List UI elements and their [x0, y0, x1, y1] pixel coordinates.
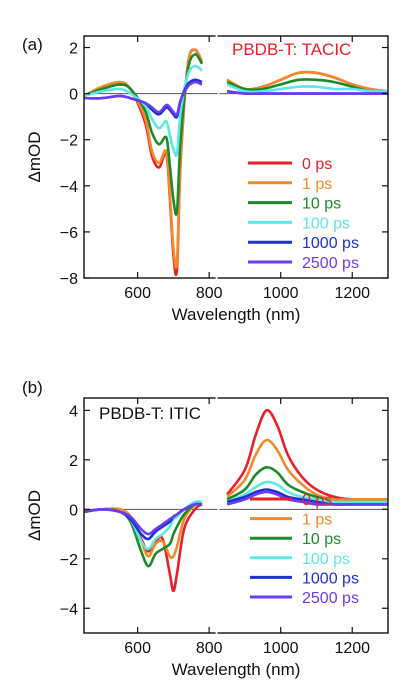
chart-title: PBDB-T: ITIC [99, 404, 201, 423]
x-axis-label: Wavelength (nm) [172, 305, 301, 324]
y-tick-label: 2 [69, 453, 78, 470]
series-line-2500-ps [84, 80, 203, 117]
legend-label: 1000 ps [302, 570, 359, 587]
legend-label: 100 ps [302, 215, 350, 232]
x-tick-label: 600 [124, 285, 151, 302]
x-axis-label: Wavelength (nm) [172, 660, 301, 679]
legend: 0 ps 1 ps 10 ps 100 ps 1000 ps 2500 ps [248, 156, 359, 272]
series-line-1-ps [84, 48, 204, 269]
x-tick-label: 800 [196, 285, 223, 302]
y-tick-label: −4 [60, 179, 78, 196]
legend-label: 10 ps [302, 196, 341, 213]
series-line-2500-ps [226, 490, 388, 506]
x-tick-label: 1200 [334, 640, 370, 657]
axis-break [215, 275, 218, 281]
axis-break [215, 395, 218, 401]
legend-label: 2500 ps [302, 255, 359, 272]
series-line-1-ps [84, 500, 203, 560]
axis-break [215, 33, 218, 39]
axis-break [215, 630, 218, 636]
x-tick-label: 800 [196, 640, 223, 657]
legend-label: 0 ps [302, 156, 332, 173]
series-line-1-ps [226, 438, 388, 502]
panel-b: 600 800 1000 1200 −4 −2 0 2 4 Wavelength (nm) ΔmOD… [22, 378, 389, 679]
panel-label: (a) [22, 35, 43, 54]
legend-label: 1 ps [302, 176, 332, 193]
panel-label: (b) [22, 378, 43, 397]
legend-label: 1 ps [302, 512, 332, 529]
x-tick-label: 1000 [263, 285, 299, 302]
series-group [84, 48, 388, 277]
x-tick-label: 1200 [334, 285, 370, 302]
legend-label: 0 ps [302, 492, 332, 509]
x-tick-label: 600 [124, 640, 151, 657]
chart-title: PBDB-T: TACIC [232, 40, 351, 59]
series-line-0-ps [226, 408, 388, 501]
panel-a: 600 800 1000 1200 −8 −6 −4 −2 0 2 Wavelength (nm) Δ… [22, 33, 389, 324]
legend-label: 100 ps [302, 551, 350, 568]
y-tick-label: −2 [60, 133, 78, 150]
series-line-100-ps [226, 83, 388, 94]
series-line-2500-ps [226, 90, 388, 96]
legend: 0 ps 1 ps 10 ps 100 ps 1000 ps 2500 ps [250, 492, 359, 607]
plot-frame [83, 397, 389, 634]
y-tick-label: −4 [60, 601, 78, 618]
series-line-100-ps [226, 480, 388, 504]
y-axis-label: ΔmOD [25, 131, 44, 182]
plot-frame [83, 35, 389, 279]
y-tick-label: 2 [69, 41, 78, 58]
series-line-2500-ps [84, 502, 203, 536]
y-tick-label: 0 [69, 502, 78, 519]
y-tick-label: −2 [60, 552, 78, 569]
legend-label: 2500 ps [302, 590, 359, 607]
series-line-10-ps [84, 53, 204, 216]
y-axis-label: ΔmOD [25, 490, 44, 541]
legend-label: 10 ps [302, 531, 341, 548]
series-line-100-ps [84, 64, 203, 158]
y-tick-label: −8 [60, 271, 78, 288]
y-tick-label: 0 [69, 87, 78, 104]
y-tick-label: 4 [69, 403, 78, 420]
legend-label: 1000 ps [302, 235, 359, 252]
series-group [84, 408, 388, 593]
y-tick-label: −6 [60, 225, 78, 242]
x-tick-label: 1000 [263, 640, 299, 657]
